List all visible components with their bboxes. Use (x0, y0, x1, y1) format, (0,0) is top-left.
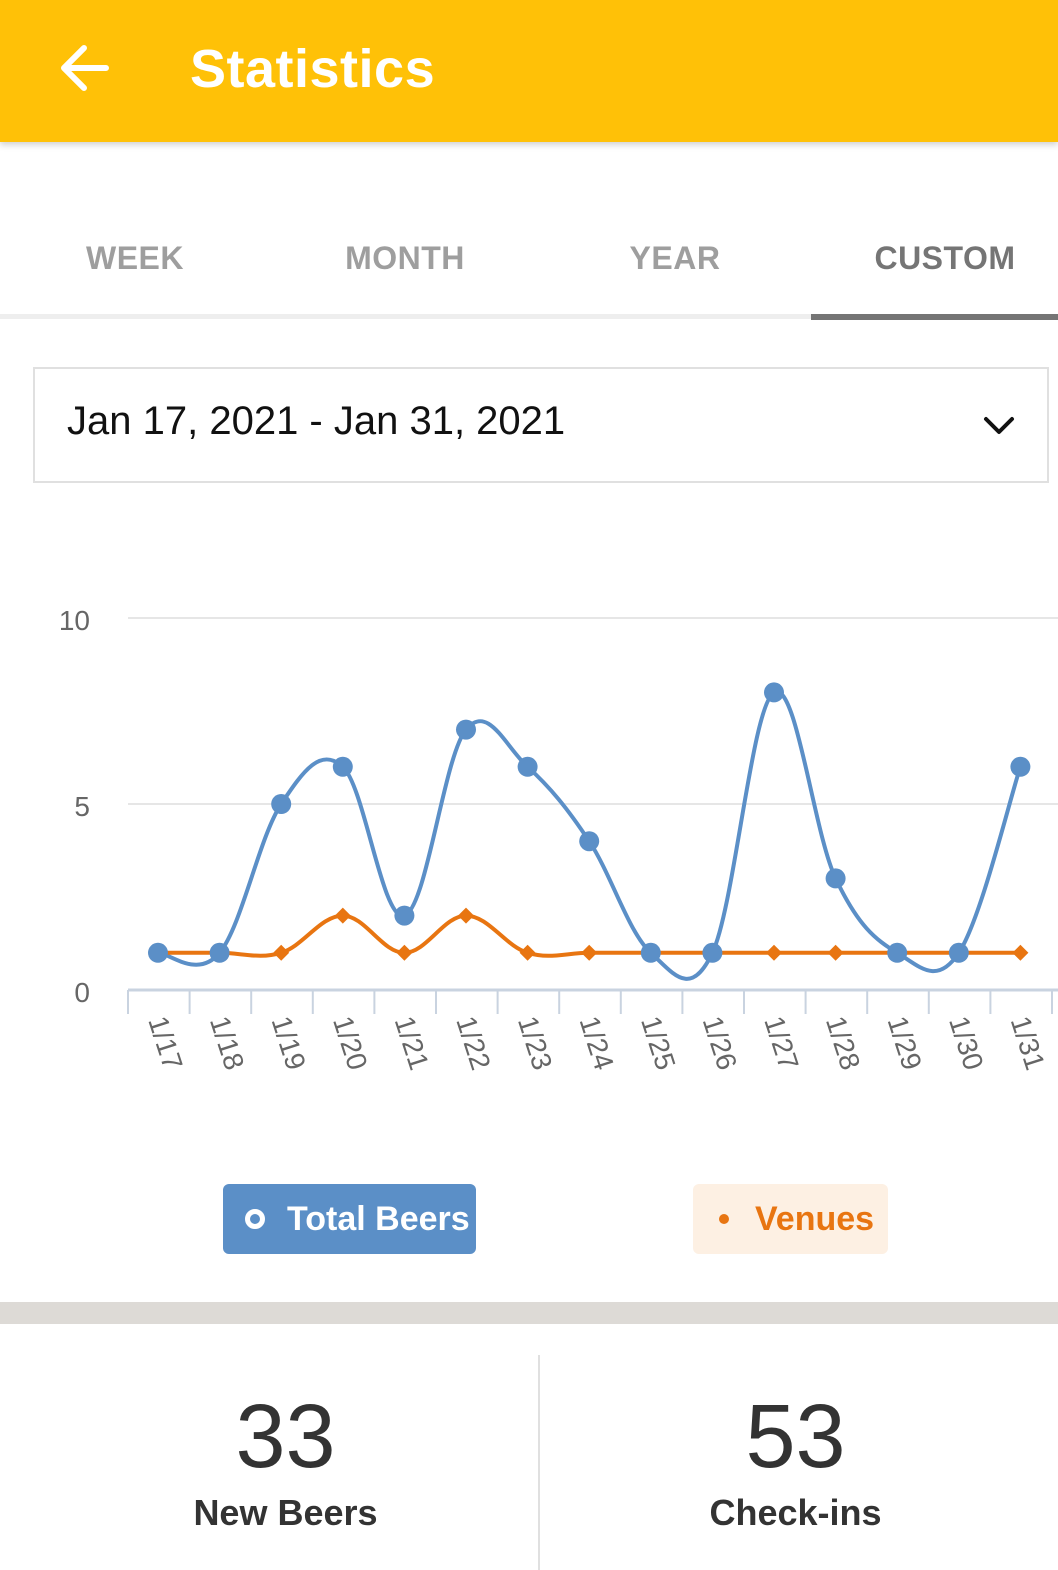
stat-value: 33 (235, 1387, 336, 1487)
series-line-total-beers (157, 689, 1023, 981)
x-tick-label: 1/20 (327, 1012, 373, 1073)
stat-new-beers: 33 New Beers (21, 1330, 550, 1570)
tab-month[interactable]: MONTH (345, 240, 465, 276)
data-point-venues (766, 944, 782, 961)
x-tick-label: 1/28 (820, 1012, 866, 1073)
x-tick-label: 1/24 (573, 1012, 619, 1073)
arrow-left-icon (61, 45, 109, 91)
legend-circle-marker (245, 1209, 265, 1229)
page-title: Statistics (190, 39, 436, 99)
data-point-venues (458, 907, 474, 924)
data-point-venues (581, 944, 598, 961)
tab-year[interactable]: YEAR (629, 240, 721, 276)
stat-check-ins: 53 Check-ins (531, 1330, 1058, 1570)
x-tick-label: 1/22 (450, 1012, 496, 1073)
x-tick-label: 1/17 (142, 1012, 188, 1073)
back-button[interactable] (50, 36, 120, 100)
data-point-total-beers (394, 905, 415, 926)
x-tick-label: 1/26 (697, 1012, 743, 1073)
legend-venues[interactable]: Venues (693, 1184, 888, 1254)
data-point-venues (827, 944, 844, 961)
data-point-total-beers (517, 756, 538, 777)
data-point-total-beers (948, 942, 969, 963)
date-range-value: Jan 17, 2021 - Jan 31, 2021 (67, 399, 566, 443)
x-tick-label: 1/21 (389, 1012, 435, 1073)
data-point-total-beers (825, 868, 846, 889)
period-tabs: WEEK MONTH YEAR CUSTOM (0, 212, 1058, 320)
stat-label: Check-ins (709, 1492, 882, 1533)
data-point-total-beers (332, 756, 353, 777)
tab-active-indicator (811, 314, 1058, 320)
tab-custom[interactable]: CUSTOM (874, 240, 1016, 276)
stats-separator (538, 1355, 540, 1570)
data-point-total-beers (148, 942, 168, 963)
data-point-venues (1012, 944, 1029, 961)
data-point-venues (273, 944, 290, 961)
y-tick-label: 5 (74, 791, 90, 822)
data-point-total-beers (456, 719, 476, 740)
data-point-venues (396, 944, 413, 961)
section-divider (0, 1302, 1058, 1324)
tab-week[interactable]: WEEK (86, 240, 184, 276)
data-point-total-beers (764, 682, 784, 703)
chevron-down-icon (984, 417, 1014, 434)
x-tick-label: 1/29 (881, 1012, 927, 1073)
x-tick-label: 1/30 (943, 1012, 989, 1073)
data-point-total-beers (702, 942, 723, 963)
y-tick-label: 10 (59, 605, 90, 636)
y-tick-label: 0 (74, 977, 90, 1008)
data-point-total-beers (209, 942, 230, 963)
legend-venues-label: Venues (755, 1199, 875, 1238)
stat-label: New Beers (193, 1492, 378, 1533)
data-point-venues (334, 907, 351, 924)
data-point-total-beers (271, 794, 292, 814)
tabs-divider (0, 314, 1058, 319)
legend-total-beers-label: Total Beers (287, 1199, 470, 1238)
line-chart: 0 5 10 1/17 1/18 1/19 1/20 1/21 1/22 1/23 1/24 1/25… (59, 605, 1058, 1074)
legend-dot-marker (719, 1214, 729, 1224)
x-tick-label: 1/23 (512, 1012, 558, 1073)
series-line-venues (158, 913, 1021, 958)
data-point-total-beers (640, 942, 661, 963)
x-tick-label: 1/31 (1005, 1012, 1051, 1073)
data-point-total-beers (1010, 756, 1031, 777)
stat-value: 53 (745, 1387, 846, 1487)
data-point-total-beers (887, 942, 908, 963)
x-tick-label: 1/25 (635, 1012, 681, 1073)
x-tick-label: 1/18 (204, 1012, 250, 1073)
app-bar: Statistics (0, 0, 1058, 142)
x-tick-label: 1/19 (265, 1012, 311, 1073)
x-tick-label: 1/27 (758, 1012, 804, 1073)
date-range-select[interactable]: Jan 17, 2021 - Jan 31, 2021 (33, 367, 1049, 483)
legend-total-beers[interactable]: Total Beers (223, 1184, 476, 1254)
data-point-venues (519, 944, 536, 961)
data-point-total-beers (579, 831, 600, 852)
